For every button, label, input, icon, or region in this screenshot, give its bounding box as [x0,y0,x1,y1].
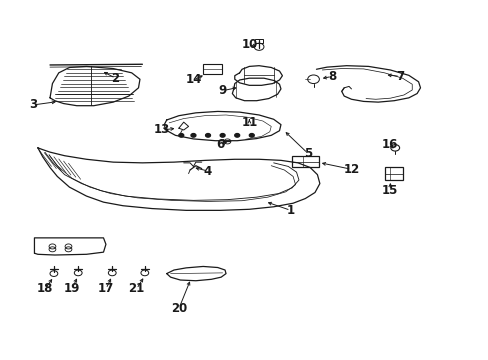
Text: 15: 15 [382,184,398,197]
Circle shape [205,134,210,137]
Text: 21: 21 [128,283,144,296]
Text: 17: 17 [98,283,114,296]
Text: 5: 5 [303,147,311,160]
Text: 6: 6 [216,138,224,151]
Text: 18: 18 [37,283,53,296]
Circle shape [220,134,224,137]
Bar [203,64,221,74]
Text: 2: 2 [111,72,120,85]
Bar [255,39,263,43]
Circle shape [249,134,254,137]
Bar [291,156,318,167]
Bar [384,167,402,180]
Text: 12: 12 [343,163,359,176]
Circle shape [234,134,239,137]
Text: 13: 13 [153,123,170,136]
Text: 8: 8 [327,70,335,83]
Text: 1: 1 [286,204,294,217]
Text: 10: 10 [241,38,257,51]
Circle shape [179,134,183,137]
Text: 20: 20 [170,302,186,315]
Text: 7: 7 [395,70,403,83]
Text: 16: 16 [382,138,398,151]
Text: 9: 9 [218,84,226,97]
Text: 4: 4 [203,165,212,177]
Circle shape [191,134,196,137]
Text: 11: 11 [241,116,257,129]
Text: 14: 14 [185,73,201,86]
Text: 19: 19 [63,283,80,296]
Text: 3: 3 [29,99,37,112]
